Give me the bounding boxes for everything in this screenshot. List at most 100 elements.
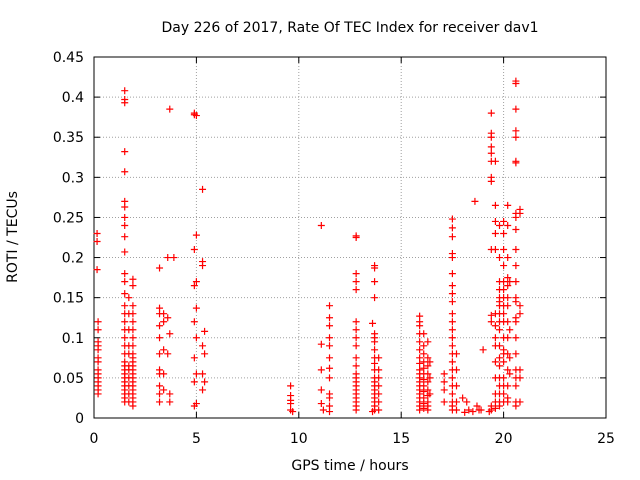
data-point [504,302,512,310]
data-point [94,390,102,398]
data-point [416,322,424,330]
data-point [121,87,129,95]
y-tick-label: 0 [75,411,84,427]
data-point [190,282,198,290]
data-point [440,398,448,406]
data-point [156,264,164,272]
data-points [93,77,524,416]
data-point [491,201,499,209]
y-tick-label: 0.2 [62,251,84,267]
data-point [371,278,379,286]
data-point [166,390,174,398]
data-point [156,390,164,398]
data-point [469,408,477,416]
data-point [352,278,360,286]
data-point [500,390,508,398]
data-point [121,203,129,211]
data-point [166,105,174,113]
data-point [512,127,520,135]
data-point [512,350,520,358]
data-point [440,370,448,378]
data-point [416,346,424,354]
data-point [448,318,456,326]
data-point [500,358,508,366]
data-point [504,221,512,229]
data-point [496,254,504,262]
data-point [500,262,508,270]
data-point [192,112,200,120]
data-point [512,213,520,221]
data-point [317,400,325,408]
data-point [448,342,456,350]
data-point [317,366,325,374]
data-point [129,310,137,318]
data-point [160,386,168,394]
data-point [463,398,471,406]
data-point [317,340,325,348]
data-point [375,398,383,406]
data-point [121,318,129,326]
data-point [512,334,520,342]
data-point [121,290,129,298]
data-point [516,366,524,374]
data-point [448,358,456,366]
data-point [512,105,520,113]
data-point [160,310,168,318]
data-point [121,270,129,278]
data-point [491,334,499,342]
data-point [500,374,508,382]
data-point [420,375,428,383]
data-point [512,246,520,254]
data-point [352,334,360,342]
data-point [448,254,456,262]
data-point [94,318,102,326]
data-point [448,215,456,223]
axis-ticks [93,56,607,419]
data-point [326,322,334,330]
data-point [448,282,456,290]
data-point [424,338,432,346]
data-point [448,224,456,232]
data-point [375,406,383,414]
data-point [326,408,334,416]
data-point [487,143,495,151]
data-point [487,177,495,185]
data-point [512,278,520,286]
data-point [326,342,334,350]
data-point [504,294,512,302]
data-point [201,378,209,386]
data-point [487,149,495,157]
data-point [452,398,460,406]
data-point [504,282,512,290]
data-point [289,408,297,416]
data-point [448,298,456,306]
data-point [512,225,520,233]
data-point [491,217,499,225]
data-point [201,350,209,358]
y-tick-labels: 0 0.05 0.1 0.15 0.2 0.25 0.3 0.35 0.4 0.45 [53,50,84,427]
data-point [156,382,164,390]
data-point [190,378,198,386]
data-point [192,231,200,239]
data-point [199,185,207,193]
data-point [93,266,101,274]
data-point [504,274,512,282]
y-tick-label: 0.1 [62,331,84,347]
data-point [424,378,432,386]
data-point [516,374,524,382]
data-point [506,370,514,378]
data-point [500,246,508,254]
data-point [369,319,377,327]
data-point [420,330,428,338]
data-point [491,246,499,254]
data-point [516,302,524,310]
data-point [125,294,133,302]
data-point [93,238,101,246]
data-point [504,254,512,262]
data-point [326,394,334,402]
data-point [452,382,460,390]
data-point [352,326,360,334]
data-point [166,398,174,406]
data-point [375,354,383,362]
y-axis-label: ROTI / TECUs [5,191,21,283]
